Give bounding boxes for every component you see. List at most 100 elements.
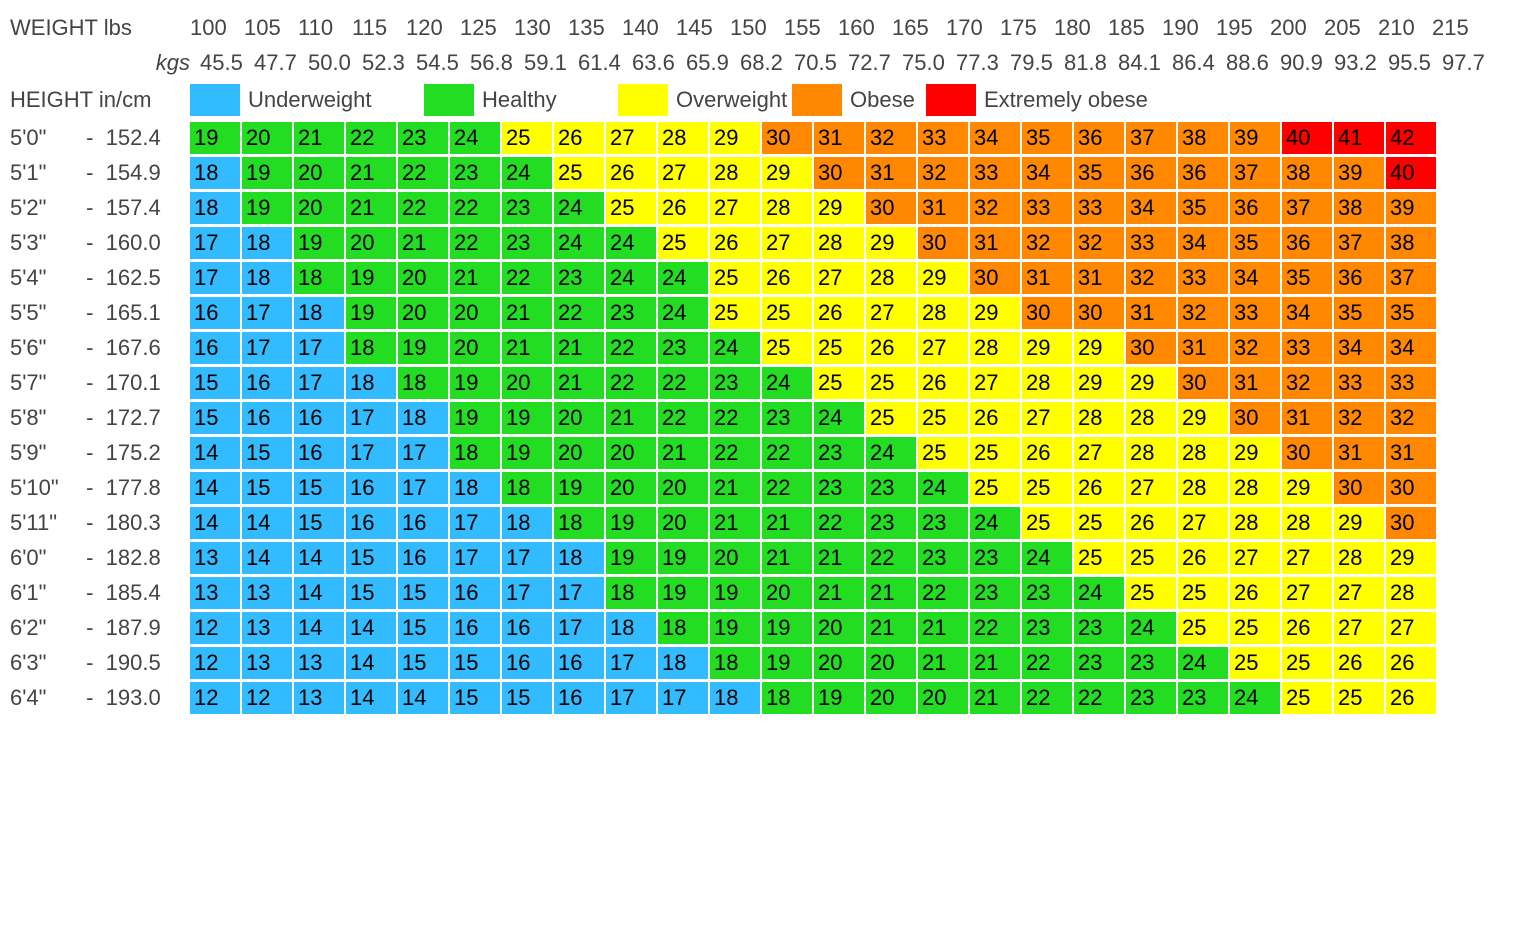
- bmi-cell: 25: [1126, 542, 1176, 574]
- column-header-lbs: 135: [568, 15, 620, 41]
- bmi-cell: 23: [606, 297, 656, 329]
- bmi-cell: 25: [1022, 472, 1072, 504]
- bmi-cell: 23: [866, 507, 916, 539]
- bmi-cell: 33: [1126, 227, 1176, 259]
- bmi-cell: 36: [1334, 262, 1384, 294]
- bmi-cell: 22: [346, 122, 396, 154]
- bmi-cell: 29: [1178, 402, 1228, 434]
- bmi-cell: 36: [1178, 157, 1228, 189]
- column-header-lbs: 125: [460, 15, 512, 41]
- bmi-cell: 29: [1126, 367, 1176, 399]
- bmi-cell: 30: [1074, 297, 1124, 329]
- bmi-cell: 36: [1126, 157, 1176, 189]
- bmi-cell: 24: [554, 227, 604, 259]
- bmi-cell: 25: [554, 157, 604, 189]
- bmi-cell: 25: [606, 192, 656, 224]
- column-header-kgs: 63.6: [632, 50, 684, 76]
- bmi-cell: 13: [242, 577, 292, 609]
- bmi-cell: 27: [918, 332, 968, 364]
- bmi-cell: 21: [814, 577, 864, 609]
- bmi-cell: 17: [398, 472, 448, 504]
- bmi-cell: 33: [1282, 332, 1332, 364]
- bmi-cell: 21: [918, 647, 968, 679]
- bmi-cell: 13: [294, 647, 344, 679]
- legend-swatch: [190, 84, 240, 116]
- bmi-cell: 28: [1178, 472, 1228, 504]
- bmi-cell: 19: [658, 542, 708, 574]
- bmi-cell: 22: [658, 402, 708, 434]
- column-header-lbs: 120: [406, 15, 458, 41]
- bmi-cell: 17: [658, 682, 708, 714]
- column-header-kgs: 84.1: [1118, 50, 1170, 76]
- data-row: 5'7" - 170.11516171818192021222223242525…: [10, 365, 1525, 400]
- bmi-cell: 19: [606, 507, 656, 539]
- bmi-cell: 22: [762, 437, 812, 469]
- row-height-label: 5'1" - 154.9: [10, 160, 190, 186]
- bmi-cell: 25: [1334, 682, 1384, 714]
- bmi-cell: 28: [1178, 437, 1228, 469]
- bmi-cell: 13: [242, 647, 292, 679]
- bmi-cell: 33: [918, 122, 968, 154]
- bmi-cell: 24: [1178, 647, 1228, 679]
- bmi-cell: 25: [1126, 577, 1176, 609]
- bmi-cell: 32: [1074, 227, 1124, 259]
- bmi-cell: 24: [554, 192, 604, 224]
- column-header-kgs: 56.8: [470, 50, 522, 76]
- bmi-cell: 18: [398, 402, 448, 434]
- bmi-cell: 27: [658, 157, 708, 189]
- bmi-cell: 18: [190, 192, 240, 224]
- bmi-cell: 33: [1334, 367, 1384, 399]
- bmi-cell: 25: [1230, 647, 1280, 679]
- bmi-cell: 23: [398, 122, 448, 154]
- bmi-cell: 32: [1334, 402, 1384, 434]
- bmi-cell: 20: [554, 437, 604, 469]
- bmi-cell: 18: [762, 682, 812, 714]
- bmi-cell: 30: [1022, 297, 1072, 329]
- bmi-cell: 20: [762, 577, 812, 609]
- bmi-cell: 23: [658, 332, 708, 364]
- bmi-cell: 17: [242, 297, 292, 329]
- bmi-cell: 21: [502, 297, 552, 329]
- bmi-cell: 12: [190, 612, 240, 644]
- bmi-cell: 23: [1074, 612, 1124, 644]
- bmi-cell: 19: [242, 157, 292, 189]
- bmi-cell: 16: [502, 647, 552, 679]
- bmi-cell: 21: [294, 122, 344, 154]
- bmi-cell: 14: [190, 472, 240, 504]
- bmi-cell: 25: [1022, 507, 1072, 539]
- bmi-cell: 15: [190, 367, 240, 399]
- data-row: 5'11" - 180.3141415161617181819202121222…: [10, 505, 1525, 540]
- bmi-cell: 20: [502, 367, 552, 399]
- column-header-lbs: 210: [1378, 15, 1430, 41]
- bmi-cell: 37: [1126, 122, 1176, 154]
- bmi-cell: 35: [1074, 157, 1124, 189]
- bmi-cell: 17: [242, 332, 292, 364]
- bmi-cell: 21: [918, 612, 968, 644]
- bmi-cell: 32: [866, 122, 916, 154]
- bmi-cell: 34: [1178, 227, 1228, 259]
- row-height-label: 5'8" - 172.7: [10, 405, 190, 431]
- bmi-cell: 26: [710, 227, 760, 259]
- bmi-cell: 13: [294, 682, 344, 714]
- bmi-cell: 21: [450, 262, 500, 294]
- bmi-cell: 15: [450, 682, 500, 714]
- bmi-cell: 17: [606, 647, 656, 679]
- column-header-lbs: 205: [1324, 15, 1376, 41]
- bmi-cell: 23: [814, 472, 864, 504]
- bmi-cell: 16: [450, 612, 500, 644]
- data-row: 6'0" - 182.81314141516171718191920212122…: [10, 540, 1525, 575]
- bmi-cell: 17: [554, 577, 604, 609]
- bmi-cell: 25: [502, 122, 552, 154]
- bmi-cell: 24: [762, 367, 812, 399]
- bmi-cell: 28: [918, 297, 968, 329]
- data-row: 5'8" - 172.71516161718191920212222232425…: [10, 400, 1525, 435]
- bmi-cell: 22: [502, 262, 552, 294]
- bmi-cell: 22: [450, 227, 500, 259]
- bmi-cell: 21: [554, 367, 604, 399]
- bmi-cell: 39: [1334, 157, 1384, 189]
- bmi-cell: 22: [1022, 647, 1072, 679]
- bmi-cell: 14: [346, 682, 396, 714]
- bmi-cell: 30: [814, 157, 864, 189]
- bmi-cell: 25: [814, 367, 864, 399]
- bmi-cell: 18: [606, 612, 656, 644]
